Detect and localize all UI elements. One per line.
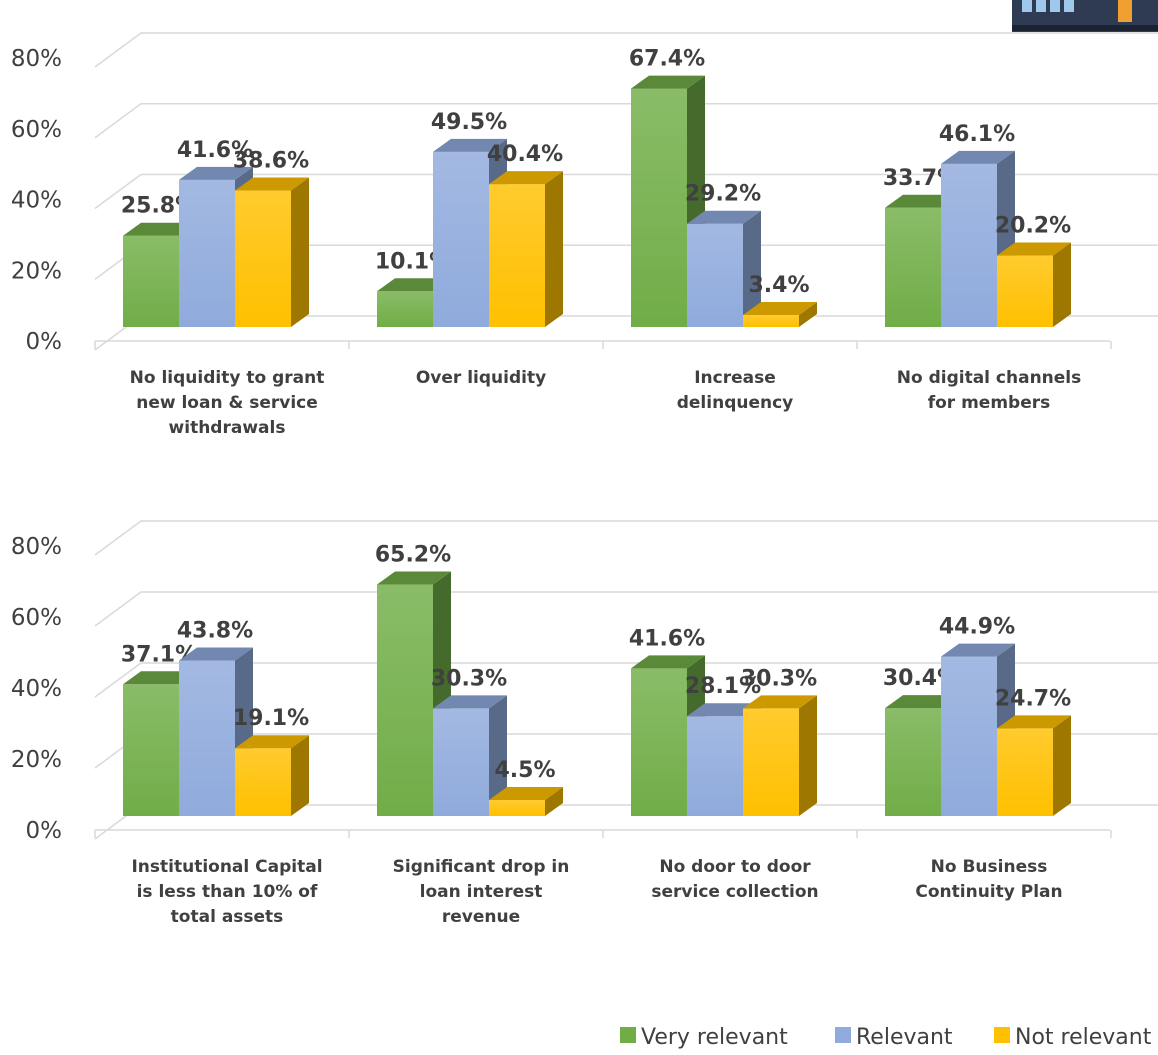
y-tick-label: 60% xyxy=(11,117,62,143)
gridline xyxy=(94,173,1158,210)
bar-not-relevant xyxy=(743,695,817,816)
category-label: No liquidity to grant new loan & service w… xyxy=(130,368,325,438)
data-label: 49.5% xyxy=(431,110,507,135)
data-label: 40.4% xyxy=(487,142,563,167)
gridline xyxy=(94,103,1158,139)
gridline xyxy=(94,32,1158,68)
data-label: 28.1% xyxy=(685,674,761,699)
data-label: 41.6% xyxy=(177,138,253,163)
data-label: 24.7% xyxy=(995,686,1071,711)
category-label: No Business Continuity Plan xyxy=(915,857,1062,902)
data-label: 43.8% xyxy=(177,619,253,644)
y-tick-label: 40% xyxy=(11,676,62,702)
data-label: 30.3% xyxy=(431,666,507,691)
gridline xyxy=(94,591,1158,627)
legend-swatch xyxy=(835,1027,851,1043)
data-label: 3.4% xyxy=(748,273,809,298)
gridline xyxy=(94,520,1158,556)
y-tick-label: 80% xyxy=(11,46,62,72)
y-tick-label: 0% xyxy=(26,329,63,355)
bar-relevant xyxy=(433,695,507,816)
chart-panel-2: 0%20%40%60%80%37.1%43.8%19.1%Institution… xyxy=(11,520,1158,927)
legend-swatch xyxy=(994,1027,1010,1043)
y-tick-label: 80% xyxy=(11,534,62,560)
category-label: No digital channels for members xyxy=(897,368,1082,413)
legend-label: Very relevant xyxy=(641,1025,788,1050)
legend: Very relevant Relevant Not relevant xyxy=(620,1025,1152,1050)
data-label: 30.3% xyxy=(741,666,817,691)
data-label: 67.4% xyxy=(629,47,705,72)
bar-not-relevant xyxy=(235,735,309,816)
corner-image xyxy=(1012,0,1158,32)
bar-not-relevant xyxy=(743,301,817,327)
category-label: Institutional Capital is less than 10% of… xyxy=(131,857,322,927)
legend-label: Not relevant xyxy=(1015,1025,1152,1050)
legend-swatch xyxy=(620,1027,636,1043)
chart-panel-1: 0%20%40%60%80%25.8%41.6%38.6%No liquidit… xyxy=(11,32,1158,438)
category-label: Increase delinquency xyxy=(677,368,794,413)
category-label: Significant drop in loan interest revenue xyxy=(393,857,570,927)
y-tick-label: 20% xyxy=(11,258,62,284)
bar-not-relevant xyxy=(489,171,563,327)
y-tick-label: 40% xyxy=(11,188,62,214)
bar-not-relevant xyxy=(235,177,309,327)
y-tick-label: 0% xyxy=(26,818,63,844)
gridline xyxy=(94,662,1158,698)
y-tick-label: 20% xyxy=(11,747,62,773)
legend-label: Relevant xyxy=(856,1025,953,1050)
data-label: 41.6% xyxy=(629,626,705,651)
bar-not-relevant xyxy=(489,787,563,816)
bar-not-relevant xyxy=(997,242,1071,327)
category-label: Over liquidity xyxy=(416,368,546,388)
data-label: 44.9% xyxy=(939,615,1015,640)
category-label: No door to door service collection xyxy=(651,857,818,902)
bar-relevant xyxy=(687,210,761,327)
data-label: 65.2% xyxy=(375,543,451,568)
bar-not-relevant xyxy=(997,715,1071,816)
data-label: 20.2% xyxy=(995,214,1071,239)
y-tick-label: 60% xyxy=(11,605,62,631)
data-label: 4.5% xyxy=(494,758,555,783)
data-label: 38.6% xyxy=(233,148,309,173)
data-label: 19.1% xyxy=(233,706,309,731)
data-label: 46.1% xyxy=(939,122,1015,147)
data-label: 29.2% xyxy=(685,182,761,207)
